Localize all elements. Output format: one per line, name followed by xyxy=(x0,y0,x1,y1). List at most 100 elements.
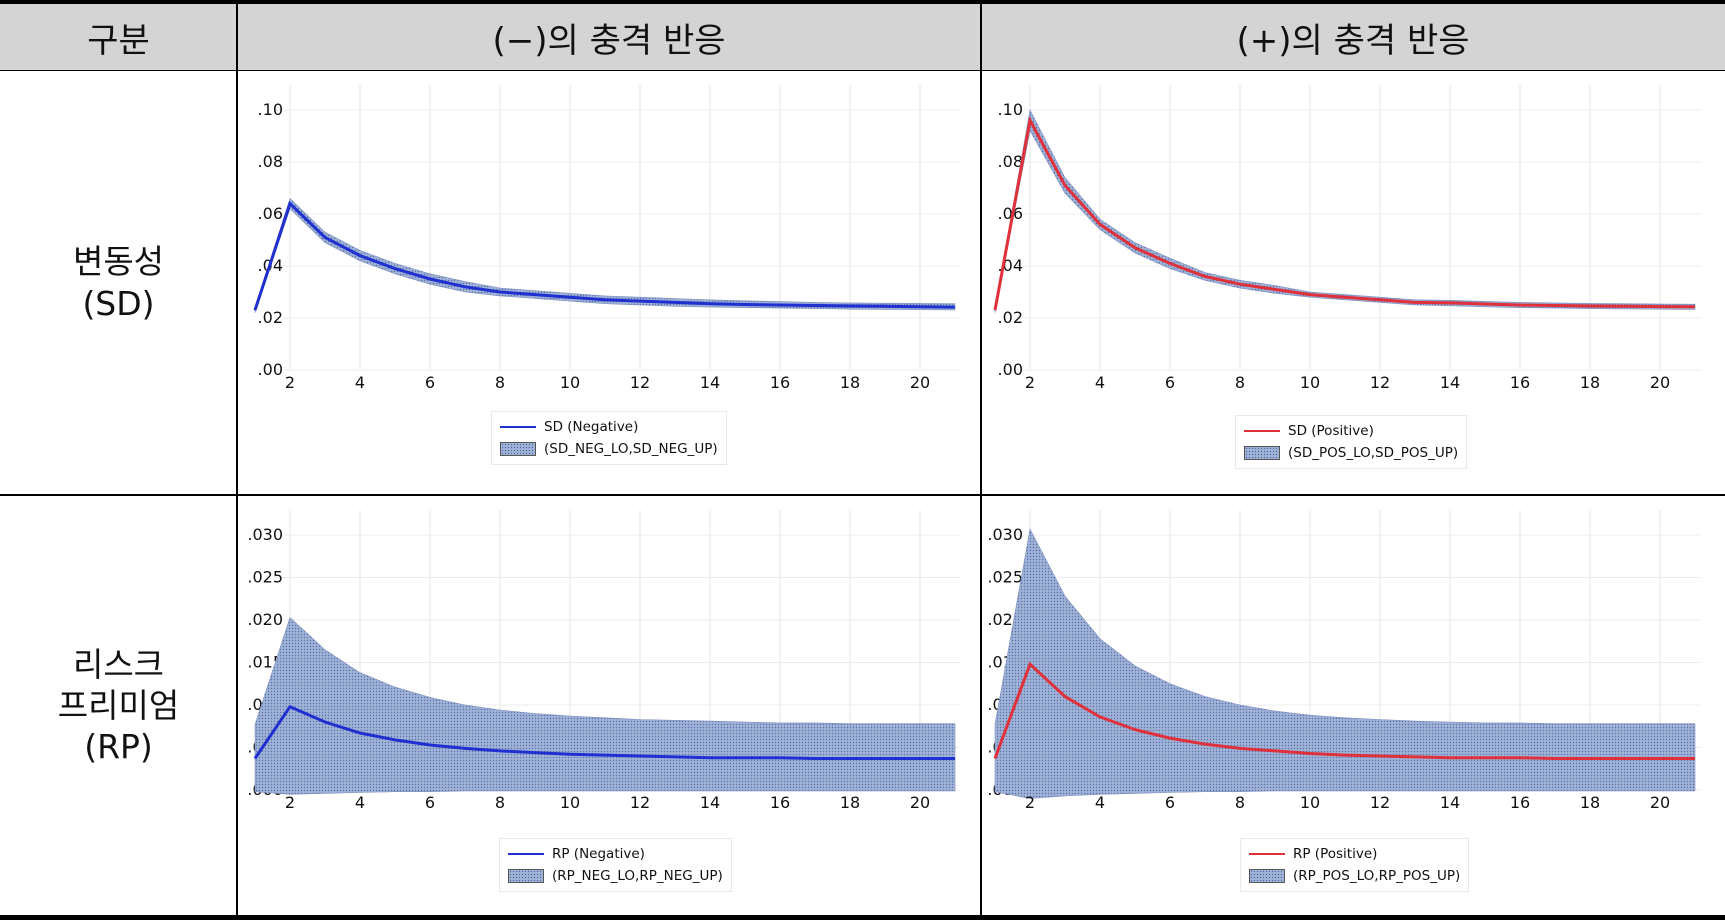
row-divider xyxy=(0,494,1725,496)
x-tick-label: 20 xyxy=(1650,793,1670,812)
legend-entry: (SD_NEG_LO,SD_NEG_UP) xyxy=(500,438,718,460)
x-tick-label: 8 xyxy=(1235,793,1245,812)
y-tick-label: .025 xyxy=(987,568,1023,587)
x-tick-label: 6 xyxy=(425,373,435,392)
x-tick-label: 14 xyxy=(1440,373,1460,392)
row-label-line: 프리미엄 xyxy=(57,685,180,725)
legend-entry: SD (Negative) xyxy=(500,416,718,438)
legend-band-swatch xyxy=(1249,869,1285,883)
legend-entry: (SD_POS_LO,SD_POS_UP) xyxy=(1244,442,1458,464)
legend-entry: SD (Positive) xyxy=(1244,420,1458,442)
bottom-rule xyxy=(0,915,1725,920)
x-tick-label: 10 xyxy=(1300,793,1320,812)
x-tick-label: 6 xyxy=(425,793,435,812)
x-tick-label: 2 xyxy=(1025,373,1035,392)
x-tick-label: 12 xyxy=(630,793,650,812)
x-tick-label: 12 xyxy=(1370,373,1390,392)
row-label-rp: 리스크 프리미엄 (RP) xyxy=(0,496,237,915)
legend-label: RP (Negative) xyxy=(552,846,645,862)
y-tick-label: .030 xyxy=(247,525,283,544)
x-tick-label: 6 xyxy=(1165,793,1175,812)
y-tick-label: .020 xyxy=(247,610,283,629)
legend-label: RP (Positive) xyxy=(1293,846,1378,862)
x-tick-label: 16 xyxy=(770,793,790,812)
y-tick-label: .06 xyxy=(998,204,1023,223)
row-label-sd: 변동성 (SD) xyxy=(0,71,237,494)
legend-label: SD (Positive) xyxy=(1288,423,1374,439)
legend-sd-negative: SD (Negative) (SD_NEG_LO,SD_NEG_UP) xyxy=(491,411,727,465)
confidence-band xyxy=(254,197,956,313)
top-rule xyxy=(0,0,1725,4)
x-tick-label: 16 xyxy=(1510,373,1530,392)
y-tick-label: .02 xyxy=(998,308,1023,327)
y-tick-label: .00 xyxy=(998,360,1023,379)
legend-entry: (RP_NEG_LO,RP_NEG_UP) xyxy=(508,865,723,887)
table-header xyxy=(0,4,1725,71)
x-tick-label: 10 xyxy=(560,373,580,392)
x-tick-label: 20 xyxy=(1650,373,1670,392)
confidence-band xyxy=(994,528,1696,799)
y-tick-label: .06 xyxy=(258,204,283,223)
header-category: 구분 xyxy=(87,21,150,61)
legend-line-swatch xyxy=(508,853,544,855)
y-tick-label: .00 xyxy=(258,360,283,379)
response-line xyxy=(993,661,1695,760)
legend-entry: (RP_POS_LO,RP_POS_UP) xyxy=(1249,865,1460,887)
x-tick-label: 2 xyxy=(285,793,295,812)
y-tick-label: .08 xyxy=(258,152,283,171)
legend-rp-positive: RP (Positive) (RP_POS_LO,RP_POS_UP) xyxy=(1240,838,1470,892)
x-tick-label: 2 xyxy=(1025,793,1035,812)
y-tick-label: .10 xyxy=(258,100,283,119)
legend-label: (SD_NEG_LO,SD_NEG_UP) xyxy=(544,441,718,457)
response-line xyxy=(993,115,1696,311)
x-tick-label: 4 xyxy=(355,793,365,812)
legend-line-swatch xyxy=(1244,430,1280,432)
x-tick-label: 18 xyxy=(840,373,860,392)
x-tick-label: 18 xyxy=(1580,373,1600,392)
row-label-line: (RP) xyxy=(84,727,153,767)
legend-band-swatch xyxy=(500,442,536,456)
column-divider xyxy=(980,4,982,915)
x-tick-label: 16 xyxy=(770,373,790,392)
y-tick-label: .02 xyxy=(258,308,283,327)
x-tick-label: 10 xyxy=(560,793,580,812)
x-tick-label: 8 xyxy=(495,373,505,392)
x-tick-label: 10 xyxy=(1300,373,1320,392)
row-label-line: 변동성 xyxy=(72,242,165,282)
y-tick-label: .08 xyxy=(998,152,1023,171)
legend-line-swatch xyxy=(500,426,536,428)
x-tick-label: 4 xyxy=(355,373,365,392)
x-tick-label: 8 xyxy=(495,793,505,812)
legend-label: SD (Negative) xyxy=(544,419,639,435)
x-tick-label: 4 xyxy=(1095,373,1105,392)
x-tick-label: 20 xyxy=(910,793,930,812)
x-tick-label: 12 xyxy=(1370,793,1390,812)
x-tick-label: 16 xyxy=(1510,793,1530,812)
x-tick-label: 6 xyxy=(1165,373,1175,392)
row-label-line: (SD) xyxy=(82,283,155,323)
legend-label: (RP_POS_LO,RP_POS_UP) xyxy=(1293,868,1461,884)
legend-band-swatch xyxy=(508,869,544,883)
y-tick-label: .030 xyxy=(987,525,1023,544)
legend-line-swatch xyxy=(1249,853,1285,855)
header-positive-shock: (+)의 충격 반응 xyxy=(1236,21,1470,61)
legend-label: (SD_POS_LO,SD_POS_UP) xyxy=(1288,445,1459,461)
confidence-band xyxy=(254,616,956,795)
x-tick-label: 20 xyxy=(910,373,930,392)
x-tick-label: 12 xyxy=(630,373,650,392)
response-line xyxy=(253,704,955,760)
x-tick-label: 8 xyxy=(1235,373,1245,392)
x-tick-label: 14 xyxy=(700,373,720,392)
row-label-line: 리스크 xyxy=(72,644,165,684)
legend-entry: RP (Negative) xyxy=(508,843,723,865)
legend-entry: RP (Positive) xyxy=(1249,843,1460,865)
y-tick-label: .10 xyxy=(998,100,1023,119)
